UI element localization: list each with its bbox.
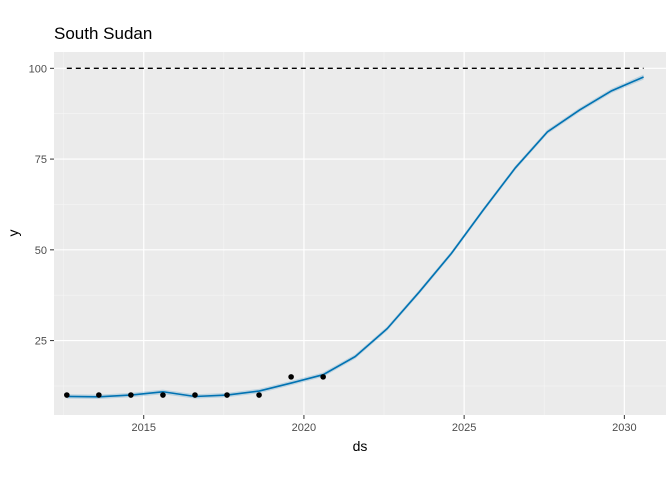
x-tick-label: 2030 (612, 422, 636, 434)
observed-point (192, 392, 198, 398)
x-tick-label: 2025 (452, 422, 476, 434)
observed-point (256, 392, 262, 398)
major-gridlines (54, 52, 666, 415)
y-tick-label: 75 (35, 154, 47, 166)
observed-point (320, 374, 326, 380)
forecast-line (66, 76, 644, 398)
observed-point (160, 392, 166, 398)
x-axis-ticks: 2015 2020 2025 2030 (131, 415, 637, 434)
chart-title: South Sudan (54, 24, 152, 43)
observed-points (64, 374, 326, 398)
observed-point (224, 392, 230, 398)
y-axis-ticks: 25 50 75 100 (29, 63, 54, 348)
y-axis-title: y (5, 230, 21, 237)
x-tick-label: 2020 (292, 422, 316, 434)
y-tick-label: 50 (35, 245, 47, 257)
series-lines (66, 67, 644, 398)
x-tick-label: 2015 (131, 422, 155, 434)
observed-point (128, 392, 134, 398)
observed-point (288, 374, 294, 380)
y-tick-label: 100 (29, 63, 47, 75)
x-axis-title: ds (353, 438, 368, 454)
minor-gridlines (54, 52, 666, 415)
plot-panel (54, 52, 666, 415)
observed-point (96, 392, 102, 398)
observed-point (64, 392, 70, 398)
y-tick-label: 25 (35, 336, 47, 348)
